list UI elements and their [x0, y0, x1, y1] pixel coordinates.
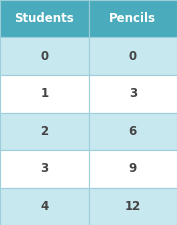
Bar	[88, 112, 177, 150]
Bar	[0, 187, 88, 225]
Text: 2: 2	[40, 125, 48, 138]
Bar	[0, 75, 88, 112]
Bar	[0, 150, 88, 187]
Text: 0: 0	[40, 50, 48, 63]
Text: 1: 1	[40, 87, 48, 100]
Bar	[0, 112, 88, 150]
Text: Students: Students	[14, 12, 74, 25]
Bar	[0, 38, 88, 75]
Bar	[88, 75, 177, 112]
Text: 9: 9	[129, 162, 137, 175]
Text: 6: 6	[129, 125, 137, 138]
Bar	[88, 38, 177, 75]
Text: 12: 12	[125, 200, 141, 213]
Text: 0: 0	[129, 50, 137, 63]
Text: 4: 4	[40, 200, 48, 213]
Bar	[88, 187, 177, 225]
Text: 3: 3	[40, 162, 48, 175]
Bar	[0, 0, 88, 38]
Bar	[88, 150, 177, 187]
Bar	[88, 0, 177, 38]
Text: 3: 3	[129, 87, 137, 100]
Text: Pencils: Pencils	[109, 12, 156, 25]
